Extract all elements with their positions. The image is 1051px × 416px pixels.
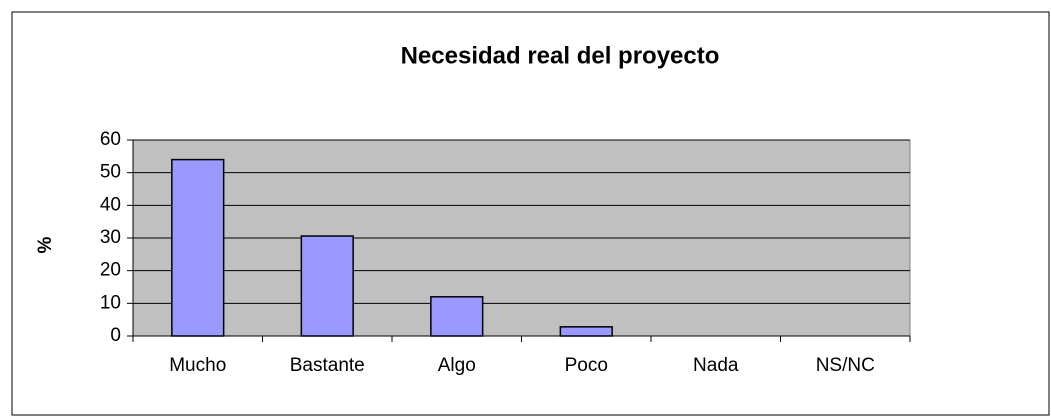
bar bbox=[559, 326, 613, 337]
y-tick-label: 50 bbox=[100, 162, 121, 183]
y-axis-label: % bbox=[35, 236, 56, 253]
y-tick-label: 20 bbox=[100, 260, 121, 281]
x-tick-label: Mucho bbox=[169, 355, 226, 376]
x-tick-label: NS/NC bbox=[816, 355, 875, 376]
y-tick-label: 0 bbox=[110, 325, 121, 346]
bar bbox=[300, 235, 354, 337]
y-tick-label: 10 bbox=[100, 292, 121, 313]
x-tick-label: Bastante bbox=[290, 355, 365, 376]
bar bbox=[430, 296, 484, 337]
y-tick-label: 40 bbox=[100, 194, 121, 215]
bar bbox=[171, 158, 225, 337]
x-tick-label: Nada bbox=[693, 355, 739, 376]
y-tick-label: 30 bbox=[100, 227, 121, 248]
x-tick-label: Algo bbox=[438, 355, 476, 376]
y-tick-label: 60 bbox=[100, 129, 121, 150]
chart-title: Necesidad real del proyecto bbox=[401, 42, 720, 69]
x-tick-label: Poco bbox=[565, 355, 608, 376]
